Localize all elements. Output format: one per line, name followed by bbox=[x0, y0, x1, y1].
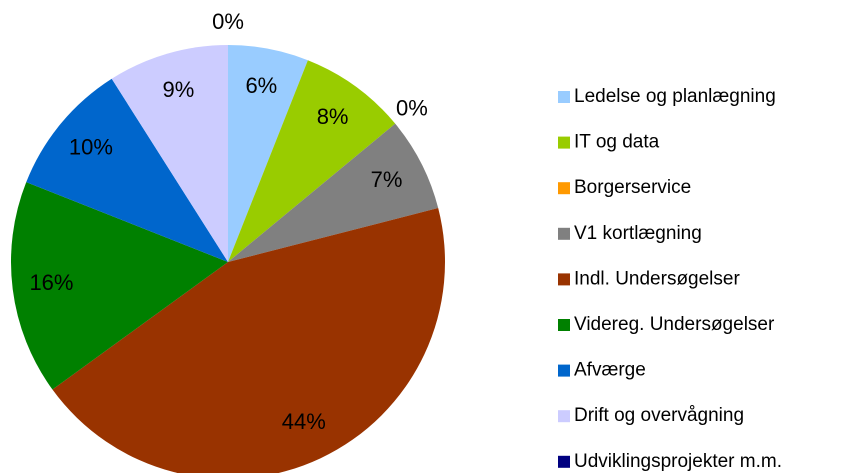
legend-swatch bbox=[558, 364, 570, 377]
pie-slice bbox=[228, 45, 308, 262]
legend-swatch bbox=[558, 410, 570, 423]
legend-swatch bbox=[558, 227, 570, 240]
legend-swatch bbox=[558, 319, 570, 331]
legend-label: Indl. Undersøgelser bbox=[574, 268, 740, 289]
slice-label: 44% bbox=[282, 409, 326, 434]
legend-swatch bbox=[558, 455, 570, 468]
pie-slice bbox=[228, 60, 396, 263]
pie-slice bbox=[52, 208, 445, 473]
legend-label: Afværge bbox=[574, 360, 646, 381]
pie-slice bbox=[228, 123, 439, 263]
pie-slice bbox=[111, 45, 228, 262]
legend-swatch bbox=[558, 182, 570, 195]
legend-label: Udviklingsprojekter m.m. bbox=[574, 451, 782, 472]
legend-label: Drift og overvågning bbox=[574, 405, 744, 426]
slice-label: 6% bbox=[245, 73, 277, 98]
legend-label: Videreg. Undersøgelser bbox=[574, 314, 775, 335]
pie-slice bbox=[10, 182, 228, 390]
pie-slice bbox=[26, 78, 229, 262]
legend-label: Borgerservice bbox=[574, 177, 691, 198]
legend-swatch bbox=[558, 136, 570, 149]
slice-label: 8% bbox=[317, 104, 349, 129]
slice-label: 0% bbox=[212, 9, 244, 34]
slice-label: 7% bbox=[371, 167, 403, 192]
legend-label: V1 kortlægning bbox=[574, 223, 702, 244]
slice-label: 10% bbox=[69, 134, 113, 159]
legend-swatch bbox=[558, 91, 570, 103]
slice-label: 9% bbox=[162, 77, 194, 102]
legend-label: Ledelse og planlægning bbox=[574, 86, 776, 107]
slice-label: 0% bbox=[396, 96, 428, 121]
legend-swatch bbox=[558, 273, 570, 286]
legend-label: IT og data bbox=[574, 132, 660, 153]
slice-label: 16% bbox=[29, 270, 73, 295]
